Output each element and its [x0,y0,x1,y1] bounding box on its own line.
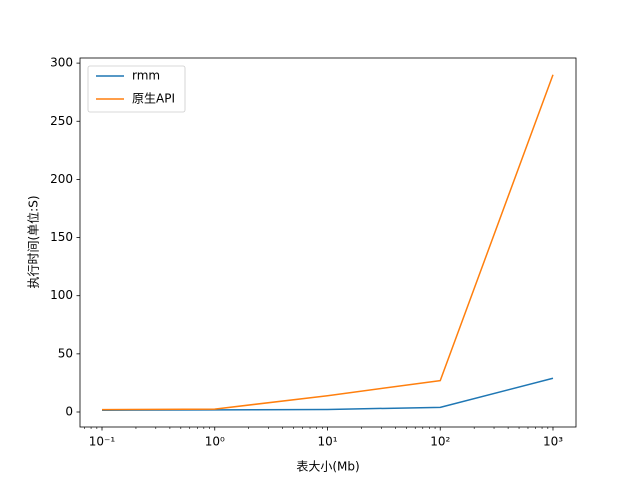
legend-box [87,65,186,113]
y-tick-label: 50 [58,346,73,360]
y-tick-label: 0 [65,404,73,418]
x-axis-label: 表大小(Mb) [296,460,359,474]
x-tick-label: 10⁻¹ [89,435,116,449]
x-tick-label: 10⁰ [205,435,225,449]
legend-label: 原生API [132,92,175,106]
y-tick-label: 250 [50,114,73,128]
series-line [102,74,554,411]
y-axis-label: 执行时间(单位:S) [26,195,41,288]
x-tick-label: 10¹ [317,435,337,449]
y-tick-label: 100 [50,288,73,302]
x-tick-label: 10² [430,435,450,449]
series-line [102,377,554,411]
legend: rmm 原生API [87,65,186,113]
y-tick-label: 300 [50,56,73,70]
x-tick-label: 10³ [543,435,563,449]
y-tick-label: 150 [50,230,73,244]
axes-frame [79,57,577,428]
y-tick-label: 200 [50,172,73,186]
legend-label: rmm [132,69,160,83]
